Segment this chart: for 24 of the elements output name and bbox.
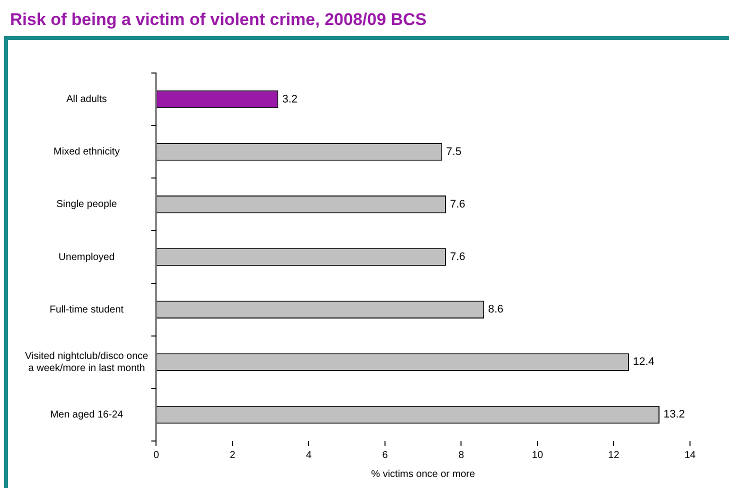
data-label: 7.5	[446, 146, 462, 158]
x-tick-label: 2	[230, 450, 236, 461]
x-axis-title: % victims once or more	[371, 468, 476, 480]
data-label: 7.6	[450, 251, 466, 264]
data-label: 13.2	[664, 408, 685, 421]
x-tick-label: 0	[153, 450, 160, 461]
data-label: 12.4	[632, 356, 654, 368]
y-tick-label: Visited nightclub/disco once a week/more in last month	[24, 350, 149, 374]
x-tick-label: 8	[458, 450, 464, 461]
data-label: 7.6	[450, 198, 466, 210]
chart-title: Risk of being a victim of violent crime, 2008/09 BCS	[10, 10, 427, 30]
y-tick-label: Unemployed	[58, 252, 115, 263]
x-tick-label: 4	[306, 450, 312, 461]
y-tick-label: Full-time student	[50, 304, 124, 316]
x-tick-label: 10	[532, 450, 544, 461]
y-tick-label: Men aged 16-24	[50, 409, 124, 420]
data-label: 3.2	[282, 93, 298, 106]
data-label: 8.6	[488, 304, 504, 316]
y-tick-label: Single people	[56, 199, 118, 210]
x-tick-label: 12	[608, 450, 620, 461]
x-tick-label: 6	[382, 450, 388, 461]
y-tick-label: Mixed ethnicity	[54, 146, 120, 158]
y-tick-label: All adults	[66, 94, 107, 106]
x-tick-label: 14	[684, 450, 696, 461]
